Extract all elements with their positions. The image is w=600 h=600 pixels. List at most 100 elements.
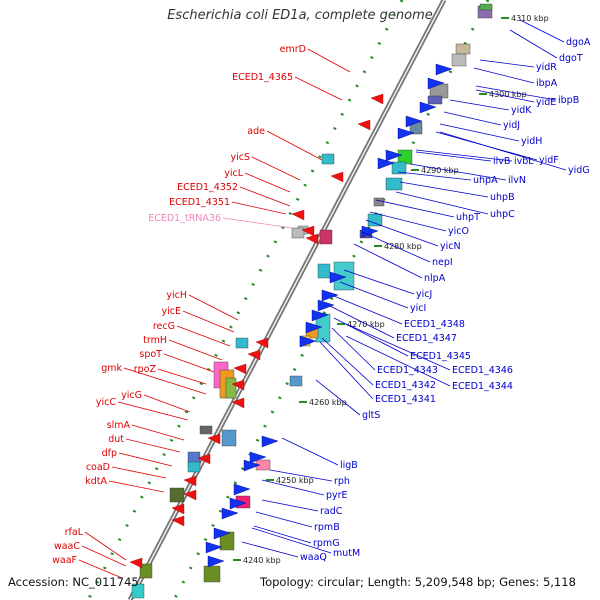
left-label-leader (123, 367, 207, 395)
right-label-leader (473, 67, 535, 84)
gene-block (321, 153, 335, 165)
right-gene-label: mutM (333, 548, 360, 559)
gene-block (479, 3, 493, 11)
right-label-leader (345, 335, 451, 387)
blue-gene-arrow (207, 555, 225, 568)
left-label-leader (84, 531, 127, 561)
genome-title: Escherichia coli ED1a, complete genome (167, 8, 433, 23)
left-gene-label: kdtA (85, 476, 107, 487)
right-label-leader (399, 181, 489, 198)
left-label-leader (307, 48, 351, 73)
left-gene-label: coaD (86, 462, 110, 473)
right-gene-label: yicI (410, 303, 426, 314)
blue-gene-arrow (311, 309, 329, 322)
blue-gene-arrow (321, 289, 339, 302)
left-gene-label: dut (108, 434, 124, 445)
right-label-leader (443, 111, 502, 126)
right-label-leader (509, 29, 558, 59)
blue-gene-arrow (305, 321, 323, 334)
red-gene-arrow (291, 209, 305, 221)
right-label-leader (439, 131, 567, 171)
left-label-leader (294, 76, 343, 101)
red-gene-arrow (183, 475, 197, 487)
left-label-leader (176, 325, 231, 347)
right-gene-label: yicO (448, 226, 469, 237)
red-gene-arrow (255, 337, 269, 349)
right-gene-label: uhpT (456, 212, 480, 223)
right-gene-label: uhpA (473, 175, 498, 186)
right-label-leader (345, 323, 451, 371)
right-gene-label: yidR (536, 62, 557, 73)
blue-gene-arrow (377, 157, 395, 170)
blue-gene-arrow (361, 225, 379, 238)
left-label-leader (78, 559, 123, 579)
left-label-leader (157, 368, 207, 385)
right-label-leader (369, 211, 447, 232)
right-label-leader (439, 123, 520, 142)
right-gene-label: yidF (539, 155, 559, 166)
kbp-tick-label: 4250 kbp (276, 476, 314, 485)
right-gene-label: ECED1_4341 (375, 394, 436, 405)
blue-gene-arrow (221, 507, 239, 520)
left-gene-label: dfp (102, 448, 117, 459)
blue-gene-arrow (385, 149, 403, 162)
right-label-leader (241, 541, 299, 558)
right-gene-label: dgoA (566, 37, 591, 48)
gene-block (131, 583, 145, 599)
right-label-leader (321, 337, 374, 386)
red-gene-arrow (301, 225, 315, 237)
left-gene-label: ade (247, 126, 265, 137)
left-gene-label: ECED1_4352 (177, 182, 238, 193)
right-label-leader (333, 295, 403, 325)
left-gene-label: ECED1_tRNA36 (148, 213, 221, 224)
kbp-tick-label: 4280 kbp (384, 242, 422, 251)
right-label-leader (269, 469, 333, 482)
topology-text: Topology: circular; Length: 5,209,548 bp… (260, 575, 576, 589)
left-gene-label: ECED1_4351 (169, 197, 230, 208)
left-label-leader (266, 130, 323, 161)
blue-gene-arrow (419, 101, 437, 114)
blue-gene-arrow (329, 271, 347, 284)
red-gene-arrow (171, 503, 185, 515)
kbp-tick-label: 4270 kbp (347, 320, 385, 329)
right-gene-label: yidJ (503, 120, 520, 131)
red-gene-arrow (370, 93, 384, 105)
kbp-tick-label: 4310 kbp (511, 14, 549, 23)
right-gene-label: ECED1_4343 (377, 365, 438, 376)
right-gene-label: ECED1_4348 (404, 319, 465, 330)
gene-block (367, 213, 383, 227)
left-gene-label: yicC (96, 397, 116, 408)
red-gene-arrow (247, 349, 261, 361)
right-gene-label: yidK (511, 105, 532, 116)
red-gene-arrow (233, 363, 247, 375)
red-gene-arrow (129, 557, 143, 569)
right-gene-label: nepI (432, 257, 453, 268)
right-label-leader (361, 231, 431, 263)
left-gene-label: yicL (224, 168, 243, 179)
left-label-leader (244, 172, 291, 193)
left-label-leader (182, 310, 235, 333)
right-label-leader (253, 525, 312, 544)
right-gene-label: rph (334, 476, 350, 487)
right-label-leader (409, 163, 507, 181)
right-label-leader (395, 191, 489, 215)
right-gene-label: ECED1_4342 (375, 380, 436, 391)
left-label-leader (188, 294, 239, 321)
right-gene-label: ibpB (558, 95, 579, 106)
red-gene-arrow (231, 379, 245, 391)
right-gene-label: ilvB (493, 156, 510, 167)
gene-block (289, 375, 303, 387)
right-label-leader (255, 511, 313, 528)
kbp-tick-label: 4290 kbp (421, 166, 459, 175)
kbp-tick-label: 4300 kbp (489, 90, 527, 99)
gene-block (427, 95, 443, 105)
left-gene-label: ECED1_4365 (232, 72, 293, 83)
blue-gene-arrow (213, 527, 231, 540)
right-label-leader (475, 89, 535, 103)
gene-block (199, 425, 213, 435)
red-gene-arrow (330, 171, 344, 183)
right-gene-label: yicN (440, 241, 461, 252)
right-gene-label: yidG (568, 165, 590, 176)
